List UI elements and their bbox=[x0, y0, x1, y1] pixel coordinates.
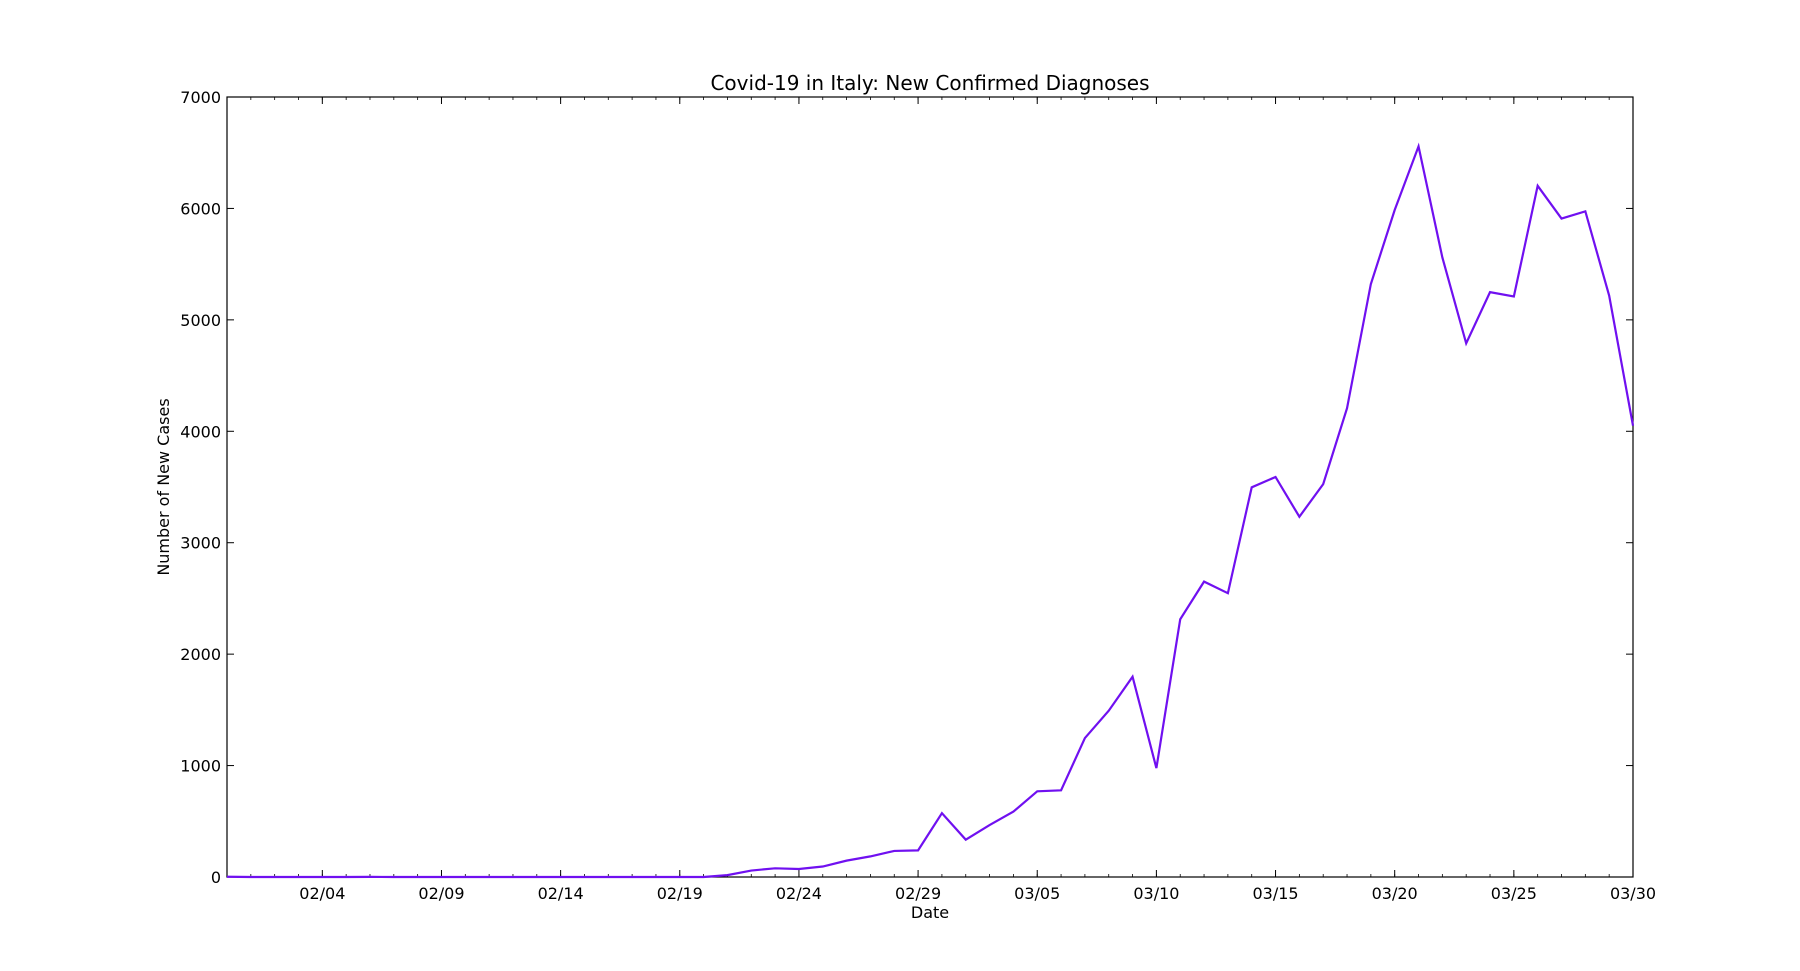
y-tick-label: 1000 bbox=[180, 757, 221, 776]
x-tick-label: 03/05 bbox=[1014, 884, 1060, 903]
x-tick-label: 03/15 bbox=[1252, 884, 1298, 903]
x-tick-label: 02/04 bbox=[299, 884, 345, 903]
y-tick-label: 3000 bbox=[180, 534, 221, 553]
series-layer bbox=[227, 146, 1633, 877]
x-axis-label: Date bbox=[911, 903, 949, 922]
axes-layer bbox=[227, 97, 1633, 877]
y-tick-label: 5000 bbox=[180, 311, 221, 330]
x-tick-label: 02/19 bbox=[657, 884, 703, 903]
y-tick-label: 4000 bbox=[180, 422, 221, 441]
x-tick-label: 03/10 bbox=[1133, 884, 1179, 903]
x-tick-label: 03/25 bbox=[1491, 884, 1537, 903]
plot-frame bbox=[227, 97, 1633, 877]
x-tick-label: 02/29 bbox=[895, 884, 941, 903]
x-tick-label: 03/30 bbox=[1610, 884, 1656, 903]
x-tick-label: 03/20 bbox=[1372, 884, 1418, 903]
x-tick-label: 02/14 bbox=[538, 884, 584, 903]
y-tick-label: 6000 bbox=[180, 199, 221, 218]
y-tick-label: 7000 bbox=[180, 88, 221, 107]
ticks-layer: 0 1000 2000 3000 4000 5000 6000 7000 02/04 02/09 0… bbox=[180, 88, 1656, 903]
y-tick-label: 0 bbox=[211, 868, 221, 887]
x-tick-label: 02/24 bbox=[776, 884, 822, 903]
series-line bbox=[227, 146, 1633, 877]
y-axis-label: Number of New Cases bbox=[154, 398, 173, 575]
x-tick-label: 02/09 bbox=[418, 884, 464, 903]
y-tick-label: 2000 bbox=[180, 645, 221, 664]
chart-title: Covid-19 in Italy: New Confirmed Diagnos… bbox=[710, 71, 1149, 95]
